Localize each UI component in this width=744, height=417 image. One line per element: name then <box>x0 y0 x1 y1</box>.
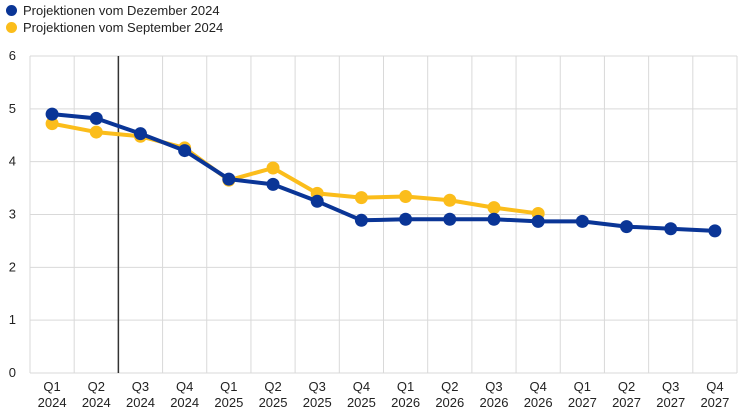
data-point-dec <box>620 220 634 234</box>
data-point-dec <box>222 172 236 186</box>
series-group <box>45 107 722 238</box>
grid-lines <box>29 55 738 374</box>
x-tick-label-quarter: Q2 <box>264 379 281 394</box>
x-tick-label-year: 2027 <box>700 395 729 410</box>
data-point-dec <box>89 111 103 125</box>
data-point-dec <box>531 214 545 228</box>
y-tick-label: 3 <box>9 207 16 222</box>
data-point-dec <box>487 212 501 226</box>
data-point-dec <box>133 127 147 141</box>
legend-dot-sep <box>6 22 17 33</box>
x-tick-label-quarter: Q4 <box>176 379 193 394</box>
data-point-sep <box>45 117 59 131</box>
x-tick-label-quarter: Q2 <box>88 379 105 394</box>
x-tick-label-year: 2027 <box>656 395 685 410</box>
x-tick-label-quarter: Q1 <box>397 379 414 394</box>
x-axis-tick-labels: Q12024Q22024Q32024Q42024Q12025Q22025Q320… <box>38 379 730 410</box>
x-tick-label-year: 2025 <box>303 395 332 410</box>
x-tick-label-quarter: Q3 <box>132 379 149 394</box>
data-point-dec <box>354 213 368 227</box>
x-tick-label-quarter: Q4 <box>353 379 370 394</box>
x-tick-label-year: 2026 <box>480 395 509 410</box>
data-point-sep <box>399 190 413 204</box>
x-tick-label-quarter: Q1 <box>574 379 591 394</box>
x-tick-label-year: 2027 <box>612 395 641 410</box>
series-line-dec <box>50 112 717 233</box>
x-tick-label-year: 2026 <box>524 395 553 410</box>
x-tick-label-quarter: Q2 <box>618 379 635 394</box>
y-tick-label: 4 <box>9 154 16 169</box>
data-point-sep <box>487 201 501 215</box>
x-tick-label-year: 2024 <box>126 395 155 410</box>
data-point-dec <box>575 214 589 228</box>
data-point-dec <box>664 222 678 236</box>
legend-label-sep: Projektionen vom September 2024 <box>23 20 224 35</box>
y-tick-label: 1 <box>9 312 16 327</box>
data-point-sep <box>89 125 103 139</box>
legend-item-dec: Projektionen vom Dezember 2024 <box>6 2 223 19</box>
x-tick-label-year: 2026 <box>391 395 420 410</box>
x-tick-label-year: 2027 <box>568 395 597 410</box>
x-tick-label-year: 2025 <box>347 395 376 410</box>
legend-dot-dec <box>6 5 17 16</box>
x-tick-label-quarter: Q1 <box>43 379 60 394</box>
data-point-dec <box>399 212 413 226</box>
data-point-dec <box>45 107 59 121</box>
x-tick-label-year: 2025 <box>259 395 288 410</box>
legend-label-dec: Projektionen vom Dezember 2024 <box>23 3 220 18</box>
y-tick-label: 0 <box>9 365 16 380</box>
x-tick-label-year: 2026 <box>435 395 464 410</box>
data-point-dec <box>708 224 722 238</box>
x-tick-label-quarter: Q3 <box>662 379 679 394</box>
x-tick-label-year: 2024 <box>38 395 67 410</box>
x-tick-label-quarter: Q3 <box>485 379 502 394</box>
legend-item-sep: Projektionen vom September 2024 <box>6 19 223 36</box>
x-tick-label-year: 2024 <box>82 395 111 410</box>
x-tick-label-year: 2024 <box>170 395 199 410</box>
x-tick-label-year: 2025 <box>214 395 243 410</box>
data-point-dec <box>310 194 324 208</box>
series-dec <box>45 107 722 238</box>
series-line-sep <box>50 121 541 216</box>
series-sep <box>45 117 545 220</box>
data-point-sep <box>266 161 280 175</box>
data-point-sep <box>354 191 368 205</box>
x-tick-label-quarter: Q4 <box>706 379 723 394</box>
y-tick-label: 5 <box>9 101 16 116</box>
data-point-dec <box>178 144 192 158</box>
data-point-sep <box>443 193 457 207</box>
y-tick-label: 6 <box>9 48 16 63</box>
legend: Projektionen vom Dezember 2024 Projektio… <box>6 2 223 36</box>
data-point-dec <box>266 177 280 191</box>
y-tick-label: 2 <box>9 259 16 274</box>
x-tick-label-quarter: Q1 <box>220 379 237 394</box>
x-tick-label-quarter: Q2 <box>441 379 458 394</box>
y-axis-tick-labels: 0 1 2 3 4 5 6 <box>9 48 16 380</box>
x-tick-label-quarter: Q3 <box>309 379 326 394</box>
x-tick-label-quarter: Q4 <box>529 379 546 394</box>
data-point-dec <box>443 212 457 226</box>
